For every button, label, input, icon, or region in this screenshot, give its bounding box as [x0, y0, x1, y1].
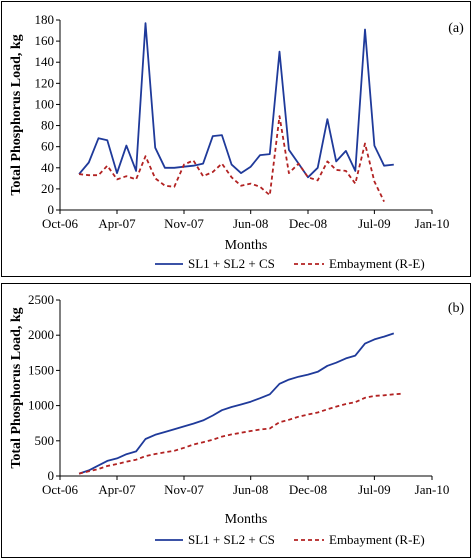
x-tick-label: Apr-07 — [98, 482, 136, 497]
x-tick-label: Nov-07 — [164, 482, 204, 497]
series-line-embayment — [79, 116, 403, 202]
x-tick-label: Jul-09 — [358, 216, 391, 231]
y-tick-label: 20 — [41, 181, 54, 196]
y-tick-label: 60 — [41, 139, 54, 154]
y-tick-label: 0 — [48, 202, 55, 217]
x-tick-label: Oct-06 — [42, 216, 79, 231]
chart-panel-b: 0 500 1000 1500 2000 2500 Oct-06 Apr-07 Nov-07 Ju… — [1, 283, 471, 558]
y-tick-label: 100 — [35, 96, 55, 111]
series-line-sl1-sl2-cs — [78, 22, 394, 179]
y-tick-label: 2000 — [28, 327, 54, 342]
legend-label: Embayment (R-E) — [329, 256, 425, 271]
y-tick-label: 160 — [35, 33, 55, 48]
y-tick-label: 140 — [35, 54, 55, 69]
chart-panel-a: 0 20 40 60 80 100 120 140 160 180 Oct-06 Apr-07 Nov-… — [1, 1, 471, 277]
panel-label: (a) — [448, 21, 464, 36]
legend-label: SL1 + SL2 + CS — [188, 532, 275, 547]
y-tick-label: 1000 — [28, 398, 54, 413]
x-tick-label: Oct-06 — [42, 482, 79, 497]
x-tick-label: Jan-10 — [415, 216, 450, 231]
y-tick-label: 500 — [35, 433, 55, 448]
x-tick-label: Dec-08 — [289, 216, 327, 231]
legend-label: Embayment (R-E) — [329, 532, 425, 547]
x-tick-label: Jun-08 — [233, 482, 268, 497]
series-line-embayment — [78, 392, 404, 475]
panel-frame — [1, 1, 471, 277]
y-axis-title: Total Phosphorus Load, kg — [9, 34, 24, 195]
x-tick-label: Nov-07 — [164, 216, 204, 231]
x-tick-label: Jun-08 — [233, 216, 268, 231]
y-tick-label: 80 — [41, 118, 54, 133]
y-tick-label: 180 — [35, 12, 55, 27]
x-axis-title: Months — [225, 512, 268, 527]
panel-label: (b) — [448, 301, 465, 316]
y-tick-label: 40 — [41, 160, 54, 175]
x-tick-label: Jul-09 — [358, 482, 391, 497]
x-axis-title: Months — [225, 238, 268, 253]
x-tick-label: Dec-08 — [289, 482, 327, 497]
x-tick-label: Jan-10 — [415, 482, 450, 497]
x-tick-label: Apr-07 — [98, 216, 136, 231]
series-line-sl1-sl2-cs — [78, 332, 395, 475]
y-axis-title: Total Phosphorus Load, kg — [9, 307, 24, 468]
y-tick-label: 1500 — [28, 362, 54, 377]
y-tick-label: 0 — [48, 468, 55, 483]
y-tick-label: 2500 — [28, 292, 54, 307]
y-tick-label: 120 — [35, 75, 55, 90]
legend-label: SL1 + SL2 + CS — [188, 256, 275, 271]
